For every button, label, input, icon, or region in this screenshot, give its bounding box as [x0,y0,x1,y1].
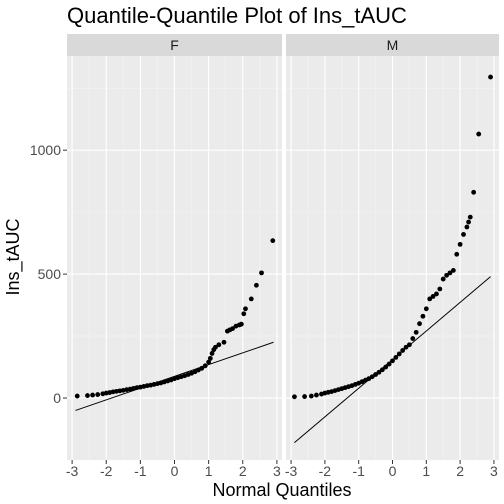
data-point [270,238,276,244]
data-point [454,251,460,257]
facet-panel-f: F -3 -2 -1 0 1 2 3 [66,34,282,479]
data-point [437,286,443,292]
data-point [420,313,426,319]
data-point [95,392,101,397]
data-point [199,365,205,371]
facet-strip-label: M [387,37,399,53]
data-point [434,291,439,297]
y-tick-label: 1000 [30,142,61,158]
data-point [373,372,378,377]
x-tick-label: 1 [422,463,430,479]
data-point [248,296,254,302]
data-point [466,219,471,225]
data-point [457,241,463,247]
y-tick-label: 500 [38,266,62,282]
data-point [308,393,314,399]
data-point [207,355,213,361]
data-point [476,131,482,137]
data-point [427,296,433,302]
facet-panel-m: M -3 -2 -1 0 1 2 3 [285,34,499,479]
data-point [202,363,208,369]
data-point [390,358,395,364]
facet-strip-label: F [170,37,179,53]
chart-title: Quantile-Quantile Plot of Ins_tAUC [67,3,407,28]
x-tick-label: 2 [239,463,247,479]
x-tick-label: -2 [319,463,332,479]
x-tick-label: 2 [456,463,464,479]
panels-layer: F -3 -2 -1 0 1 2 3 M -3 -2 -1 0 1 2 3 0 500 1000 [30,34,499,479]
data-point [393,354,399,360]
data-point [213,344,218,350]
data-point [259,270,264,276]
facet-strip [67,34,282,56]
data-point [238,321,244,327]
data-point [417,321,422,327]
x-tick-label: 0 [171,463,179,479]
data-point [292,394,297,400]
facet-strip [286,34,499,56]
data-point [85,393,90,398]
data-point [254,282,259,288]
data-point [376,369,382,375]
data-point [467,214,473,220]
y-tick-label: 0 [53,390,61,406]
x-tick-label: 0 [389,463,397,479]
data-point [400,348,406,353]
y-axis-title: Ins_tAUC [3,218,24,295]
data-point [423,306,429,312]
data-point [440,276,446,282]
x-tick-label: -2 [100,463,113,479]
data-point [413,329,419,335]
data-point [450,267,456,273]
data-point [206,359,212,365]
data-point [396,351,402,357]
data-point [243,306,248,312]
x-tick-label: 3 [490,463,498,479]
data-point [407,342,412,348]
data-point [90,392,95,398]
data-point [221,339,227,345]
data-point [464,224,470,230]
data-point [379,367,385,373]
data-point [447,270,453,276]
x-tick-label: -1 [134,463,147,479]
x-tick-label: 1 [205,463,213,479]
data-point [314,392,319,398]
data-point [241,311,247,317]
x-tick-label: -3 [66,463,79,479]
x-tick-label: -1 [352,463,365,479]
data-point [461,232,466,237]
data-point [410,336,416,341]
data-point [444,272,449,278]
data-point [216,342,222,348]
data-point [302,394,307,399]
data-point [386,361,392,367]
x-axis-title: Normal Quantiles [212,480,351,500]
data-point [209,351,215,356]
data-point [403,344,409,350]
x-tick-label: 3 [273,463,281,479]
data-point [74,393,80,399]
data-point [430,294,436,299]
data-point [488,74,493,80]
data-point [230,326,235,332]
data-point [369,374,375,380]
data-point [383,364,389,370]
data-point [471,189,477,195]
x-tick-label: -3 [285,463,298,479]
